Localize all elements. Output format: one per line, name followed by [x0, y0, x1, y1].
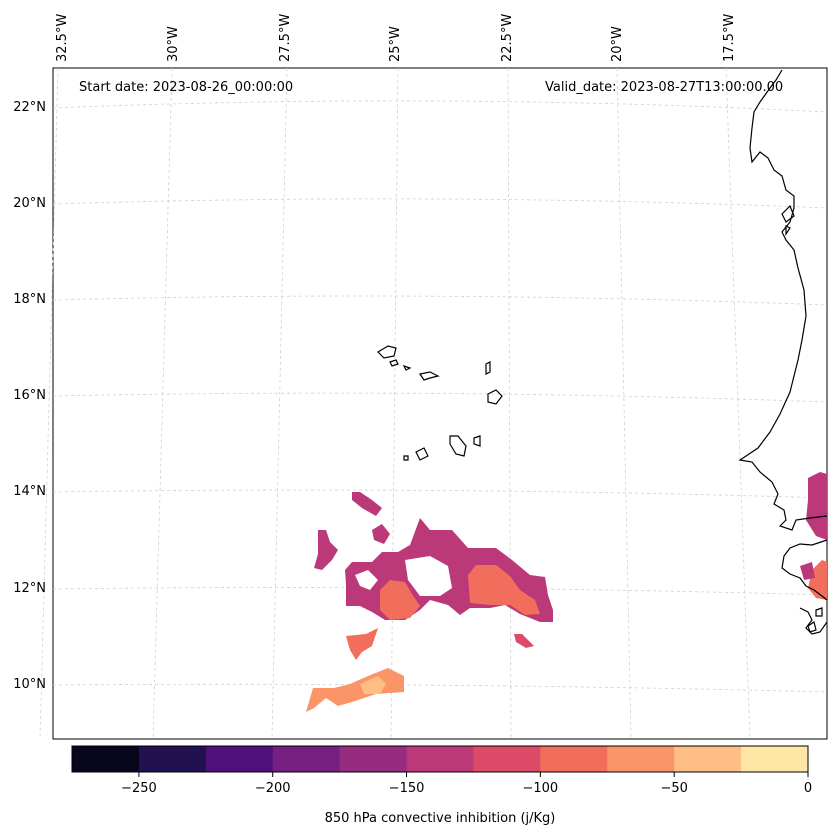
- lat-label-12n: 12°N: [13, 581, 46, 596]
- valid-date-text: Valid_date: 2023-08-27T13:00:00.00: [545, 80, 783, 95]
- island-fogo: [415, 447, 429, 461]
- colorbar-tick-label: −150: [389, 781, 425, 796]
- africa-coast: [738, 69, 828, 531]
- parallel-10n: [52, 683, 828, 693]
- colorbar-bins: [72, 746, 809, 772]
- parallel-16n: [52, 392, 828, 403]
- colorbar-tick-label: −250: [121, 781, 157, 796]
- colorbar-tick-label: −50: [660, 781, 687, 796]
- start-date-text: Start date: 2023-08-26_00:00:00: [79, 80, 293, 95]
- cin-gap-1: [405, 556, 452, 596]
- graticule: [39, 67, 828, 740]
- lat-label-10n: 10°N: [13, 677, 46, 692]
- colorbar-bin: [72, 746, 140, 772]
- cin-patch-sw-light: [360, 676, 386, 694]
- lat-label-18n: 18°N: [13, 292, 46, 307]
- colorbar-tick-label: −100: [523, 781, 559, 796]
- coast-islet-3: [815, 607, 823, 617]
- colorbar-bin: [205, 746, 274, 772]
- colorbar-bin: [540, 746, 608, 772]
- lon-label-22-5w: 22.5°W: [500, 14, 515, 62]
- cin-patch-coast-3: [800, 562, 815, 580]
- coast-islet-1: [781, 204, 795, 223]
- colorbar-tick-label: 0: [804, 781, 812, 796]
- island-sal: [485, 361, 491, 375]
- lat-label-20n: 20°N: [13, 196, 46, 211]
- cin-scatter-north-2: [372, 524, 390, 544]
- island-santa-luzia: [402, 364, 412, 371]
- lon-labels: 32.5°W 30°W 27.5°W 25°W 22.5°W 20°W 17.5…: [55, 14, 737, 62]
- meridian-27-5w: [271, 67, 288, 740]
- meridian-32-5w: [39, 67, 59, 740]
- colorbar-bin: [473, 746, 541, 772]
- island-maio: [473, 435, 481, 447]
- colorbar-bin: [741, 746, 809, 772]
- meridian-22-5w: [507, 67, 512, 740]
- colorbar-tick-label: −200: [255, 781, 291, 796]
- cin-patch-east: [514, 634, 534, 648]
- parallel-22n: [52, 100, 828, 113]
- colorbar-bin: [674, 746, 742, 772]
- meridian-20w: [616, 67, 632, 740]
- meridian-25w: [390, 67, 399, 740]
- lon-label-20w: 20°W: [610, 26, 625, 62]
- meridian-30w: [152, 67, 173, 740]
- cin-gap-2: [355, 570, 378, 590]
- lat-label-22n: 22°N: [13, 100, 46, 115]
- cin-cluster-west-core: [380, 580, 420, 620]
- lat-label-14n: 14°N: [13, 484, 46, 499]
- island-sao-vicente: [389, 359, 399, 367]
- island-santo-antao: [377, 345, 397, 359]
- island-santiago: [449, 435, 467, 457]
- lon-label-25w: 25°W: [388, 26, 403, 62]
- colorbar-bin: [406, 746, 474, 772]
- meridian-17-5w: [725, 67, 751, 740]
- coast-islet-2: [785, 225, 791, 236]
- island-brava: [403, 455, 409, 461]
- coastlines: [377, 69, 828, 635]
- colorbar: −250 −200 −150 −100 −50 0 850 hPa convective …: [71, 745, 812, 826]
- parallel-14n: [52, 489, 828, 499]
- cin-patch-coast-1: [806, 472, 827, 540]
- colorbar-bin: [272, 746, 341, 772]
- lat-label-16n: 16°N: [13, 388, 46, 403]
- parallel-12n: [52, 587, 828, 596]
- africa-coast-south-2: [799, 607, 828, 635]
- parallel-18n: [52, 295, 828, 306]
- colorbar-bin: [607, 746, 675, 772]
- cin-scatter-nw: [314, 530, 338, 570]
- lon-label-32-5w: 32.5°W: [55, 14, 70, 62]
- lat-labels: 22°N 20°N 18°N 16°N 14°N 12°N 10°N: [13, 100, 46, 692]
- lon-label-30w: 30°W: [166, 26, 181, 62]
- colorbar-bin: [138, 746, 207, 772]
- colorbar-bin: [339, 746, 408, 772]
- parallel-20n: [52, 198, 828, 209]
- colorbar-outline: [71, 745, 809, 773]
- colorbar-label: 850 hPa convective inhibition (j/Kg): [325, 811, 556, 826]
- map-frame: [52, 67, 828, 740]
- cin-scatter-north: [352, 492, 382, 516]
- africa-coast-south: [781, 539, 828, 601]
- island-boa-vista: [487, 389, 503, 405]
- island-sao-nicolau: [419, 371, 440, 381]
- cin-patch-south: [346, 628, 378, 660]
- cin-cluster-main-core: [468, 565, 540, 615]
- lon-label-27-5w: 27.5°W: [278, 14, 293, 62]
- lon-label-17-5w: 17.5°W: [722, 14, 737, 62]
- coast-islet-4: [807, 621, 817, 633]
- colorbar-ticks: −250 −200 −150 −100 −50 0: [121, 772, 812, 796]
- cin-field: [306, 472, 827, 712]
